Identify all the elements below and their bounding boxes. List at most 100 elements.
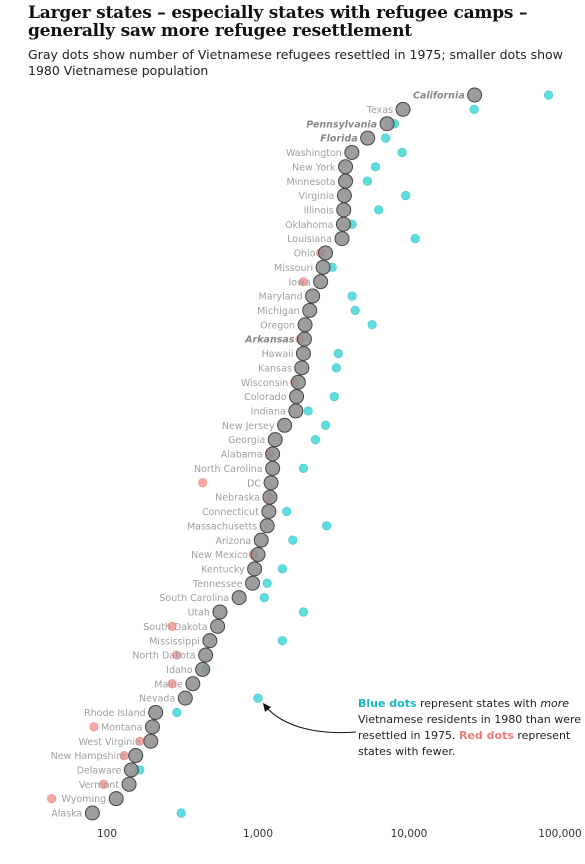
pop-1980-dot [322, 521, 332, 531]
refugee-1975-dot [259, 518, 275, 534]
pop-1980-dot [381, 133, 391, 143]
x-tick-label: 1,000 [243, 828, 273, 840]
refugee-1975-dot [128, 748, 144, 764]
refugee-1975-dot [265, 460, 281, 476]
state-label: Vermont [79, 780, 119, 791]
refugee-1975-dot [212, 604, 228, 620]
pop-1980-dot [172, 650, 182, 660]
pop-1980-dot [167, 621, 177, 631]
refugee-1975-dot [231, 590, 247, 606]
pop-1980-dot [172, 707, 182, 718]
state-label: Montana [101, 722, 142, 733]
refugee-1975-dot [315, 259, 331, 275]
refugee-1975-dot [305, 288, 321, 304]
refugee-1975-dot [297, 317, 313, 333]
pop-1980-dot [253, 693, 263, 703]
state-label: West Virginia [79, 737, 141, 748]
refugee-1975-dot [294, 360, 310, 376]
pop-1980-dot [370, 162, 381, 172]
state-labels: California Texas Pennsylvania Florida Washin… [51, 91, 465, 820]
state-label: New Jersey [222, 421, 275, 432]
refugee-1975-dot [290, 374, 306, 390]
state-label: DC [247, 478, 261, 489]
pop-1980-dot [298, 463, 309, 473]
refugee-1975-dot [148, 704, 164, 720]
state-label: Hawaii [262, 349, 294, 360]
state-label: Pennsylvania [306, 119, 377, 130]
pop-1980-dot [259, 592, 269, 603]
state-label: Georgia [228, 435, 265, 446]
pop-1980-dot [167, 679, 177, 689]
state-label: North Dakota [132, 651, 195, 662]
state-label: Virginia [299, 191, 335, 202]
refugee-1975-dot [198, 647, 214, 663]
state-label: Nebraska [215, 493, 260, 504]
pop-1980-dot [320, 420, 331, 430]
state-label: Oklahoma [285, 220, 333, 231]
pop-1980-dot [333, 348, 343, 359]
refugee-1975-dot [143, 733, 159, 749]
state-label: Arizona [216, 536, 252, 547]
x-tick-label: 100,000 [538, 828, 581, 840]
state-label: North Carolina [194, 464, 263, 475]
x-tick-label: 10,000 [391, 828, 428, 840]
state-label: Wyoming [62, 794, 107, 805]
pop-1980-dot [176, 808, 186, 818]
pop-1980-dot [282, 506, 292, 517]
annotation-text-3: represent states with fewer. [358, 729, 571, 758]
state-label: Mississippi [149, 636, 200, 647]
refugee-1975-dot [202, 633, 218, 649]
state-label: South Dakota [143, 622, 207, 633]
state-label: Rhode Island [84, 708, 146, 719]
state-label: Minnesota [287, 177, 336, 188]
pop-1980-dot [198, 478, 208, 488]
refugee-1975-dot [344, 144, 360, 160]
pop-1980-dot [367, 320, 377, 330]
state-label: Delaware [77, 766, 122, 777]
x-tick-label: 100 [97, 828, 117, 840]
pop-1980-dot [362, 176, 372, 186]
state-label: Maryland [259, 292, 303, 303]
state-label: Kansas [258, 363, 292, 374]
refugee-1975-dot [84, 805, 100, 821]
annotation-more: more [540, 697, 570, 710]
refugee-1975-dot [210, 618, 226, 634]
refugee-1975-dot [108, 791, 124, 807]
state-label: Kentucky [201, 564, 245, 575]
pop-1980-dot [310, 435, 321, 445]
state-label: Wisconsin [241, 378, 288, 389]
refugee-1975-dots [84, 87, 483, 821]
annotation-blue-label: Blue dots [358, 697, 417, 710]
refugee-1975-dot [395, 101, 411, 117]
pop-1980-dot [47, 794, 57, 804]
pop-1980-dot [277, 636, 287, 646]
state-label: Michigan [257, 306, 300, 317]
pop-1980-dot [89, 722, 99, 732]
state-label: Massachusetts [187, 521, 257, 532]
state-label: Oregon [260, 320, 295, 331]
state-label: Idaho [166, 665, 193, 676]
pop-1980-dot [374, 205, 384, 215]
state-label: Texas [366, 105, 393, 116]
pop-1980-dot [469, 104, 479, 114]
pop-1980-dot [347, 291, 357, 301]
chart-subtitle: Gray dots show number of Vietnamese refu… [28, 47, 563, 78]
pop-1980-dot [397, 147, 407, 158]
pop-1980-dot [350, 305, 360, 316]
refugee-1975-dot [262, 489, 278, 505]
pop-1980-dot [298, 277, 309, 287]
refugee-1975-dot [467, 87, 483, 103]
state-label: Iowa [288, 277, 310, 288]
state-label: Tennessee [192, 579, 243, 590]
state-label: South Carolina [159, 593, 229, 604]
refugee-1975-dot [123, 762, 139, 778]
refugee-1975-dot [195, 661, 211, 677]
state-label: New Mexico [191, 550, 248, 561]
refugee-1975-dot [185, 676, 201, 692]
state-label: Louisiana [287, 234, 332, 245]
refugee-1975-dot [277, 417, 293, 433]
refugee-1975-dot [177, 690, 193, 706]
state-label: Utah [187, 608, 210, 619]
chart-annotation: Blue dots represent states with more Vie… [358, 696, 583, 760]
